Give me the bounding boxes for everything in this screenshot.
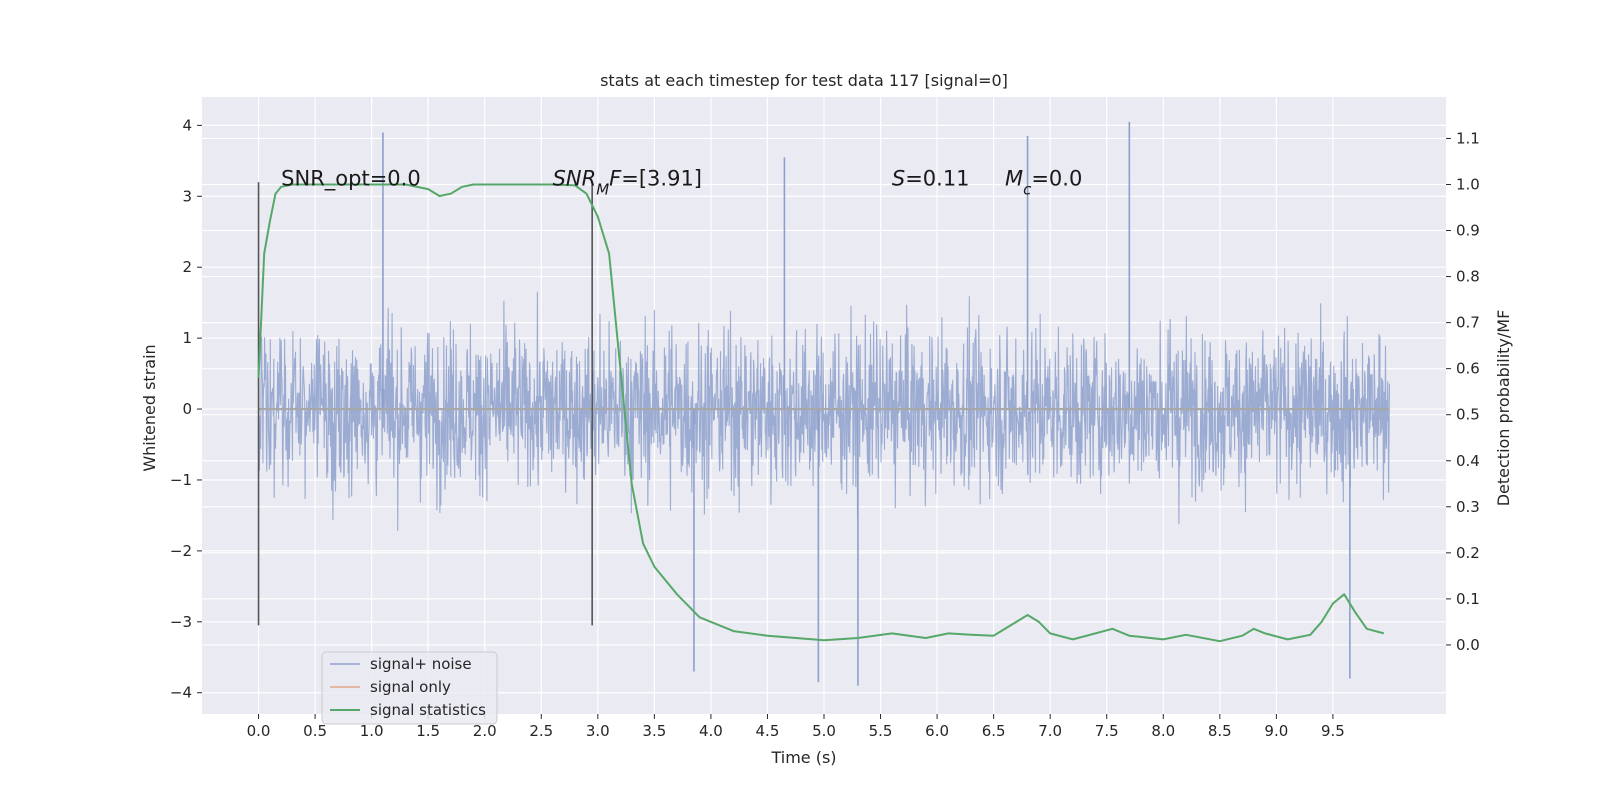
- y-right-tick-label: 0.9: [1456, 222, 1480, 240]
- y-right-axis-title: Detection probability/MF: [1494, 310, 1513, 507]
- y-right-tick-label: 0.8: [1456, 268, 1480, 286]
- x-tick-label: 2.5: [529, 722, 553, 740]
- legend-label-signal-statistics: signal statistics: [370, 701, 486, 719]
- y-tick-label: −2: [170, 542, 192, 560]
- x-tick-label: 5.5: [869, 722, 893, 740]
- y-tick-label: 4: [182, 116, 192, 134]
- legend-label-signal-only: signal only: [370, 678, 451, 696]
- y-tick-label: −4: [170, 684, 192, 702]
- signal-statistics-line: [257, 183, 1385, 643]
- annotation-2: S=0.11: [892, 167, 970, 191]
- y-right-tick-label: 0.2: [1456, 544, 1480, 562]
- noise-trace: [257, 121, 1391, 686]
- annotation-3: Mc=0.0: [1005, 167, 1082, 199]
- legend-box: [321, 651, 498, 725]
- x-tick-label: 4.5: [756, 722, 780, 740]
- y-right-tick-label: 0.7: [1456, 314, 1480, 332]
- y-right-tick-label: 0.0: [1456, 636, 1480, 654]
- y-tick-label: 1: [182, 329, 192, 347]
- x-tick-label: 6.5: [982, 722, 1006, 740]
- vertical-markers: [257, 182, 593, 626]
- x-tick-label: 5.0: [812, 722, 836, 740]
- annotation-1: SNRMF=[3.91]: [553, 167, 702, 199]
- grid-lines: [202, 97, 1446, 714]
- x-tick-label: 7.0: [1038, 722, 1062, 740]
- annotation-0: SNR_opt=0.0: [281, 167, 421, 192]
- x-tick-label: 8.0: [1151, 722, 1175, 740]
- x-tick-label: 7.5: [1095, 722, 1119, 740]
- x-tick-label: 8.5: [1208, 722, 1232, 740]
- x-tick-label: 1.5: [416, 722, 440, 740]
- chart-title: stats at each timestep for test data 117…: [600, 71, 1008, 90]
- y-axis-ticks: 4 3 2 1 0 −1 −2 −3 −4: [170, 116, 202, 702]
- y-right-tick-label: 0.5: [1456, 406, 1480, 424]
- x-tick-label: 1.0: [360, 722, 384, 740]
- legend[interactable]: signal+ noise signal only signal statist…: [321, 651, 498, 725]
- x-tick-label: 2.0: [473, 722, 497, 740]
- x-tick-label: 6.0: [925, 722, 949, 740]
- legend-label-signal-noise: signal+ noise: [370, 655, 472, 673]
- signal-noise-line: [257, 291, 1391, 531]
- x-tick-label: 0.0: [247, 722, 271, 740]
- x-tick-label: 0.5: [303, 722, 327, 740]
- y-right-tick-label: 1.1: [1456, 129, 1480, 147]
- x-tick-label: 3.0: [586, 722, 610, 740]
- y-axis-title: Whitened strain: [140, 344, 159, 471]
- x-tick-label: 9.5: [1321, 722, 1345, 740]
- x-tick-label: 3.5: [642, 722, 666, 740]
- y-right-axis-ticks: 1.1 1.0 0.9 0.8 0.7 0.6 0.5 0.4 0.3 0.2 0.1 0.0: [1446, 129, 1480, 654]
- y-right-tick-label: 0.4: [1456, 452, 1480, 470]
- x-axis-ticks: 0.0 0.5 1.0 1.5 2.0 2.5 3.0 3.5 4.0 4.5 5.0 5.5 6.0 6…: [247, 714, 1345, 740]
- y-right-tick-label: 1.0: [1456, 175, 1480, 193]
- y-tick-label: 2: [182, 258, 192, 276]
- x-axis-title: Time (s): [770, 748, 836, 767]
- signal-statistics-group: [257, 183, 1385, 643]
- y-tick-label: −3: [170, 613, 192, 631]
- annotations: SNR_opt=0.0 SNRMF=[3.91] S=0.11 Mc=0.0: [281, 167, 1082, 199]
- y-right-tick-label: 0.1: [1456, 590, 1480, 608]
- y-tick-label: 0: [182, 400, 192, 418]
- y-tick-label: 3: [182, 187, 192, 205]
- y-tick-label: −1: [170, 471, 192, 489]
- y-right-tick-label: 0.3: [1456, 498, 1480, 516]
- y-right-tick-label: 0.6: [1456, 360, 1480, 378]
- x-tick-label: 9.0: [1264, 722, 1288, 740]
- x-tick-label: 4.0: [699, 722, 723, 740]
